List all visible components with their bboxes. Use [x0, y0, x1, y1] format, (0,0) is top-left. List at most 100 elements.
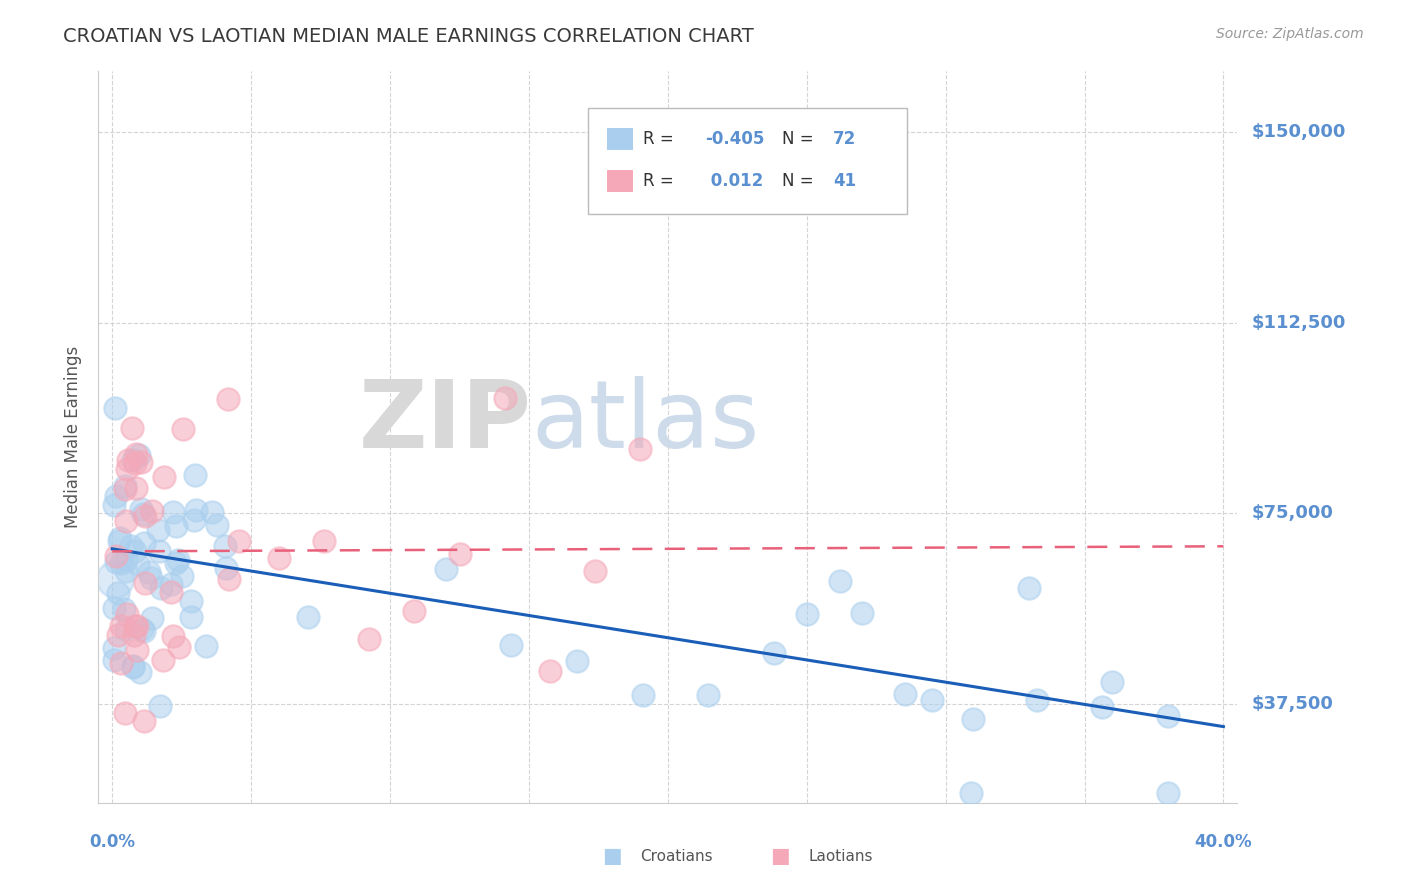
Point — [631, 689, 654, 703]
Point — [214, 539, 236, 553]
Text: -0.405: -0.405 — [706, 130, 765, 148]
Text: Laotians: Laotians — [808, 849, 873, 863]
Point — [186, 502, 208, 516]
Point — [131, 622, 153, 636]
Point — [434, 562, 457, 576]
Point — [1025, 693, 1047, 707]
Point — [1157, 709, 1180, 723]
Point — [1091, 700, 1114, 714]
Point — [538, 664, 561, 678]
Point — [125, 619, 148, 633]
Point — [201, 505, 224, 519]
Point — [104, 489, 127, 503]
Point — [184, 467, 207, 482]
Point — [104, 572, 127, 586]
Point — [124, 456, 146, 470]
Point — [148, 543, 170, 558]
Point — [103, 601, 125, 615]
Point — [129, 665, 152, 679]
Point — [152, 653, 174, 667]
Point — [132, 714, 155, 728]
Point — [962, 712, 984, 726]
FancyBboxPatch shape — [607, 170, 633, 192]
Point — [110, 556, 132, 570]
Point — [314, 534, 336, 549]
Point — [121, 421, 143, 435]
Point — [183, 513, 205, 527]
Point — [359, 632, 381, 646]
Point — [228, 533, 250, 548]
Point — [108, 534, 131, 549]
Point — [162, 629, 184, 643]
Point — [115, 622, 138, 636]
Point — [103, 653, 125, 667]
Point — [138, 565, 160, 579]
Point — [894, 687, 917, 701]
Point — [134, 508, 156, 523]
Text: Croatians: Croatians — [640, 849, 713, 863]
Point — [404, 603, 426, 617]
Point — [1157, 786, 1180, 800]
Point — [114, 514, 136, 528]
Point — [180, 610, 202, 624]
Point — [153, 469, 176, 483]
Text: $112,500: $112,500 — [1251, 314, 1346, 332]
Point — [124, 628, 146, 642]
Point — [115, 564, 138, 578]
Point — [167, 640, 190, 654]
Point — [1018, 581, 1040, 595]
Point — [110, 657, 132, 671]
Text: $37,500: $37,500 — [1251, 695, 1333, 713]
Point — [697, 688, 720, 702]
Text: 41: 41 — [832, 172, 856, 190]
Point — [105, 549, 128, 563]
Point — [117, 453, 139, 467]
Text: ZIP: ZIP — [359, 376, 531, 468]
Point — [127, 557, 149, 571]
Point — [628, 442, 651, 457]
Text: R =: R = — [643, 172, 679, 190]
Point — [112, 602, 135, 616]
Point — [132, 624, 155, 638]
Point — [215, 560, 238, 574]
Point — [150, 582, 173, 596]
Point — [165, 556, 187, 570]
Point — [115, 553, 138, 567]
Point — [160, 584, 183, 599]
Point — [494, 391, 516, 405]
Point — [122, 658, 145, 673]
Text: $75,000: $75,000 — [1251, 504, 1333, 523]
Point — [107, 586, 129, 600]
Point — [122, 660, 145, 674]
Point — [921, 693, 943, 707]
Point — [114, 482, 136, 496]
Point — [131, 455, 153, 469]
Text: $150,000: $150,000 — [1251, 123, 1346, 141]
Point — [124, 543, 146, 558]
Text: 72: 72 — [832, 130, 856, 148]
Text: CROATIAN VS LAOTIAN MEDIAN MALE EARNINGS CORRELATION CHART: CROATIAN VS LAOTIAN MEDIAN MALE EARNINGS… — [63, 27, 754, 45]
Point — [267, 550, 290, 565]
Point — [125, 447, 148, 461]
Point — [114, 706, 136, 721]
Point — [124, 619, 146, 633]
Point — [103, 640, 125, 655]
Point — [104, 555, 127, 569]
Point — [141, 504, 163, 518]
Point — [205, 517, 228, 532]
Point — [103, 498, 125, 512]
Text: 0.012: 0.012 — [706, 172, 763, 190]
Point — [449, 547, 471, 561]
Point — [165, 519, 187, 533]
Point — [141, 571, 163, 585]
Point — [149, 699, 172, 714]
Text: Source: ZipAtlas.com: Source: ZipAtlas.com — [1216, 27, 1364, 41]
Point — [129, 502, 152, 516]
Point — [828, 574, 851, 588]
Point — [1101, 675, 1123, 690]
Text: 0.0%: 0.0% — [90, 833, 135, 851]
Point — [120, 539, 142, 553]
Point — [172, 568, 194, 582]
Point — [104, 401, 127, 415]
Point — [796, 607, 818, 622]
